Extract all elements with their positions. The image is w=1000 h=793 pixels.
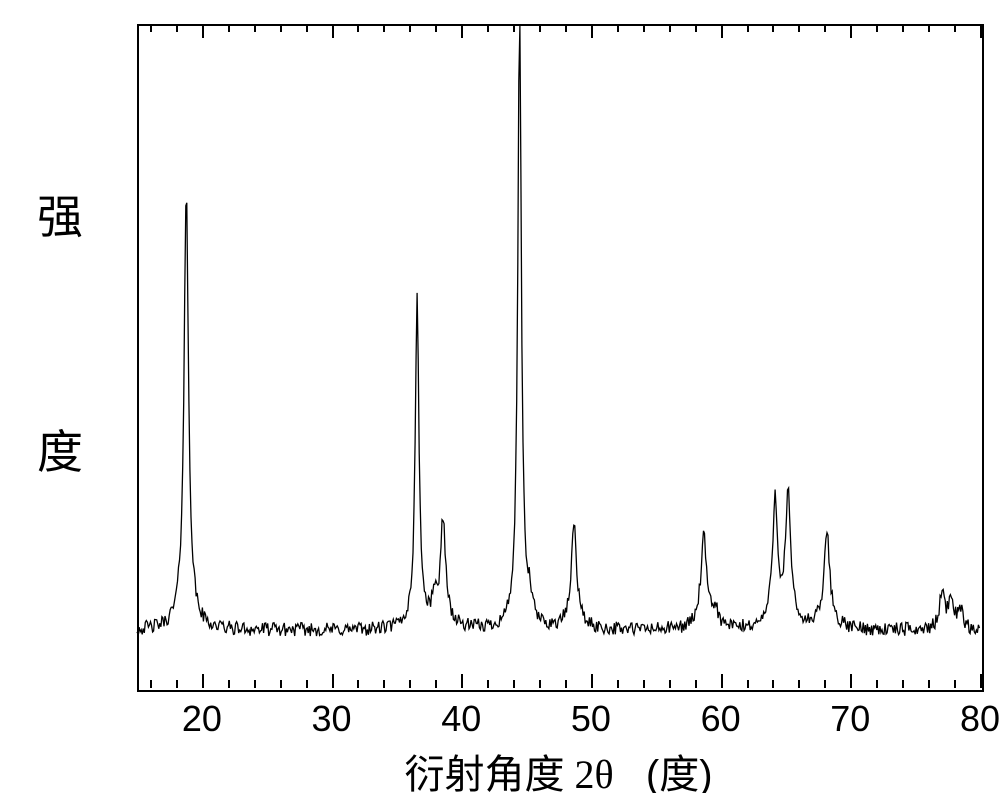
- x-tick-minor: [383, 680, 385, 688]
- x-tick-minor-top: [176, 24, 178, 32]
- x-tick-minor-top: [617, 24, 619, 32]
- x-tick-minor-top: [306, 24, 308, 32]
- x-tick-major: [332, 674, 334, 688]
- x-tick-major-top: [980, 24, 982, 38]
- x-tick-label: 20: [182, 698, 222, 740]
- xrd-figure: 强 度 衍射角度 2θ (度) 20 30 40 50 60 70 80: [0, 0, 1000, 793]
- y-axis-label-char-2: 度: [37, 416, 83, 482]
- x-tick-minor: [487, 680, 489, 688]
- x-tick-minor: [876, 680, 878, 688]
- x-axis-label: 衍射角度 2θ (度): [404, 742, 712, 793]
- x-axis-label-unit-text: (度): [646, 753, 713, 793]
- x-tick-minor: [824, 680, 826, 688]
- x-tick-major-top: [850, 24, 852, 38]
- x-tick-minor: [176, 680, 178, 688]
- x-tick-minor: [928, 680, 930, 688]
- x-tick-major: [591, 674, 593, 688]
- x-tick-label: 40: [441, 698, 481, 740]
- x-tick-minor-top: [798, 24, 800, 32]
- x-tick-minor-top: [695, 24, 697, 32]
- x-axis-label-unit: [624, 753, 646, 793]
- x-tick-minor-top: [383, 24, 385, 32]
- x-tick-minor: [435, 680, 437, 688]
- x-tick-minor-top: [565, 24, 567, 32]
- x-tick-minor: [954, 680, 956, 688]
- x-tick-label: 50: [571, 698, 611, 740]
- x-tick-minor-top: [954, 24, 956, 32]
- x-tick-minor: [617, 680, 619, 688]
- x-tick-minor-top: [409, 24, 411, 32]
- x-tick-minor-top: [254, 24, 256, 32]
- x-tick-major: [721, 674, 723, 688]
- x-tick-minor: [772, 680, 774, 688]
- x-tick-minor: [254, 680, 256, 688]
- x-tick-minor: [669, 680, 671, 688]
- x-tick-minor: [539, 680, 541, 688]
- x-tick-minor-top: [280, 24, 282, 32]
- x-tick-minor: [306, 680, 308, 688]
- xrd-line: [137, 26, 980, 636]
- y-axis-label-char-1: 强: [37, 181, 83, 247]
- x-tick-minor: [643, 680, 645, 688]
- x-tick-label: 70: [830, 698, 870, 740]
- x-tick-major: [850, 674, 852, 688]
- x-tick-minor: [565, 680, 567, 688]
- x-tick-minor-top: [824, 24, 826, 32]
- x-tick-minor-top: [487, 24, 489, 32]
- x-tick-minor-top: [435, 24, 437, 32]
- x-tick-major: [461, 674, 463, 688]
- x-tick-minor: [357, 680, 359, 688]
- x-tick-minor-top: [902, 24, 904, 32]
- x-tick-label: 80: [960, 698, 1000, 740]
- x-axis-label-cn: 衍射角度 2θ: [404, 752, 613, 793]
- x-tick-minor-top: [747, 24, 749, 32]
- x-tick-major: [980, 674, 982, 688]
- x-tick-minor-top: [357, 24, 359, 32]
- x-tick-major: [202, 674, 204, 688]
- x-tick-minor-top: [513, 24, 515, 32]
- x-tick-label: 60: [701, 698, 741, 740]
- x-tick-major-top: [591, 24, 593, 38]
- x-tick-minor: [228, 680, 230, 688]
- x-tick-minor: [280, 680, 282, 688]
- x-tick-minor: [747, 680, 749, 688]
- x-tick-minor-top: [150, 24, 152, 32]
- x-tick-minor-top: [228, 24, 230, 32]
- x-tick-major-top: [721, 24, 723, 38]
- x-tick-minor-top: [539, 24, 541, 32]
- x-tick-major-top: [461, 24, 463, 38]
- x-tick-minor: [798, 680, 800, 688]
- x-tick-minor-top: [643, 24, 645, 32]
- x-tick-minor: [409, 680, 411, 688]
- x-tick-minor-top: [928, 24, 930, 32]
- x-tick-minor: [150, 680, 152, 688]
- x-tick-minor-top: [669, 24, 671, 32]
- x-tick-label: 30: [312, 698, 352, 740]
- x-tick-minor: [513, 680, 515, 688]
- x-tick-minor: [695, 680, 697, 688]
- x-tick-minor-top: [876, 24, 878, 32]
- x-tick-major-top: [332, 24, 334, 38]
- x-tick-minor-top: [772, 24, 774, 32]
- x-tick-minor: [902, 680, 904, 688]
- x-tick-major-top: [202, 24, 204, 38]
